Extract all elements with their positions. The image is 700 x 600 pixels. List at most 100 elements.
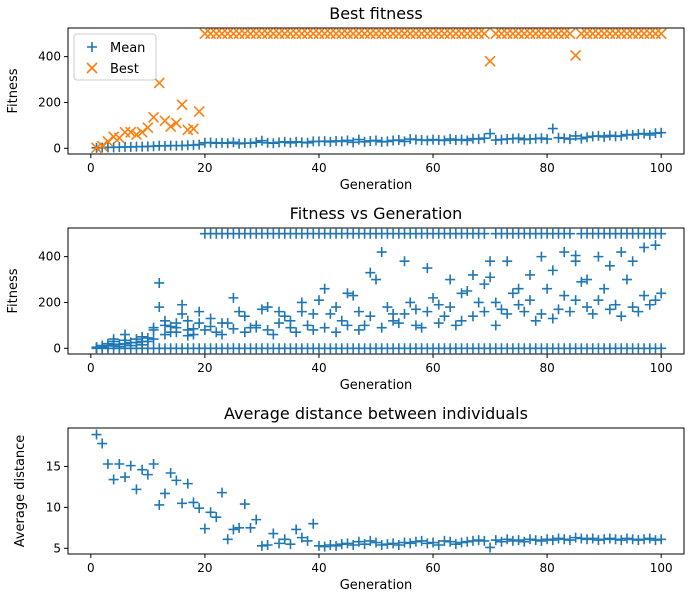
best-marker bbox=[193, 106, 205, 118]
markers bbox=[90, 28, 667, 154]
data-point-marker bbox=[137, 464, 148, 475]
data-point-marker bbox=[182, 315, 193, 326]
x-axis-label: Generation bbox=[340, 578, 413, 593]
data-point-marker bbox=[279, 311, 290, 322]
data-point-marker bbox=[308, 308, 319, 319]
data-point-marker bbox=[393, 318, 404, 329]
data-point-marker bbox=[553, 533, 564, 544]
data-point-marker bbox=[205, 313, 216, 324]
data-point-marker bbox=[513, 283, 524, 294]
data-point-marker bbox=[251, 514, 262, 525]
mean-marker bbox=[456, 134, 467, 145]
data-point-marker bbox=[137, 331, 148, 342]
data-point-marker bbox=[627, 256, 638, 267]
data-point-marker bbox=[639, 290, 650, 301]
data-point-marker bbox=[610, 534, 621, 545]
data-point-marker bbox=[473, 535, 484, 546]
data-point-marker bbox=[433, 299, 444, 310]
data-point-marker bbox=[302, 320, 313, 331]
data-point-marker bbox=[410, 304, 421, 315]
data-point-marker bbox=[256, 540, 267, 551]
data-point-marker bbox=[530, 315, 541, 326]
data-point-marker bbox=[633, 306, 644, 317]
data-point-marker bbox=[222, 534, 233, 545]
data-point-marker bbox=[291, 327, 302, 338]
best-marker bbox=[142, 122, 154, 134]
data-point-marker bbox=[416, 535, 427, 546]
data-point-marker bbox=[513, 535, 524, 546]
data-point-marker bbox=[217, 318, 227, 329]
best-marker bbox=[570, 49, 582, 62]
data-point-marker bbox=[296, 297, 307, 308]
chart-title: Fitness vs Generation bbox=[290, 204, 463, 223]
data-point-marker bbox=[428, 537, 439, 548]
data-point-marker bbox=[433, 540, 444, 550]
data-point-marker bbox=[604, 260, 615, 271]
data-point-marker bbox=[353, 536, 364, 547]
data-point-marker bbox=[547, 265, 558, 276]
data-point-marker bbox=[342, 538, 353, 549]
data-point-marker bbox=[536, 535, 547, 546]
data-point-marker bbox=[177, 308, 188, 319]
mean-marker bbox=[302, 137, 313, 148]
data-point-marker bbox=[97, 438, 108, 449]
y-tick-label: 5 bbox=[53, 541, 61, 555]
best-marker bbox=[153, 77, 165, 89]
axes-frame bbox=[67, 27, 685, 155]
data-point-marker bbox=[148, 322, 159, 333]
data-point-marker bbox=[102, 340, 113, 351]
data-point-marker bbox=[365, 535, 376, 546]
data-point-marker bbox=[262, 324, 273, 335]
data-point-marker bbox=[507, 288, 518, 299]
data-point-marker bbox=[410, 320, 421, 331]
data-point-marker bbox=[656, 288, 667, 299]
data-point-marker bbox=[194, 503, 205, 514]
data-point-marker bbox=[251, 322, 262, 333]
data-point-marker bbox=[382, 302, 393, 313]
data-point-marker bbox=[120, 472, 131, 483]
y-axis-label: Fitness bbox=[6, 68, 21, 113]
data-point-marker bbox=[274, 318, 285, 329]
best-marker bbox=[130, 128, 143, 141]
legend-label: Best bbox=[110, 62, 139, 77]
data-point-marker bbox=[154, 302, 165, 313]
mean-marker bbox=[399, 136, 410, 147]
data-point-marker bbox=[473, 297, 484, 308]
mean-marker bbox=[473, 134, 484, 145]
data-point-marker bbox=[148, 459, 159, 469]
data-point-marker bbox=[547, 313, 558, 324]
chart-panel-1: Best fitness 0 20 40 60 80 100 0 200 400 Generatio… bbox=[6, 4, 685, 193]
x-tick-label: 80 bbox=[539, 561, 554, 575]
data-point-marker bbox=[91, 429, 102, 440]
data-point-marker bbox=[365, 311, 376, 322]
data-point-marker bbox=[285, 539, 296, 550]
y-tick-label: 200 bbox=[38, 95, 61, 109]
data-point-marker bbox=[342, 288, 353, 299]
mean-marker bbox=[422, 135, 433, 146]
x-tick-label: 60 bbox=[425, 361, 440, 375]
data-point-marker bbox=[376, 322, 387, 333]
data-point-marker bbox=[159, 488, 170, 499]
mean-marker bbox=[445, 134, 456, 145]
best-marker bbox=[170, 117, 182, 129]
data-point-marker bbox=[593, 251, 604, 262]
x-tick-label: 0 bbox=[87, 161, 95, 175]
legend-mean-marker bbox=[87, 42, 97, 52]
data-point-marker bbox=[102, 459, 113, 469]
data-point-marker bbox=[165, 468, 176, 478]
data-point-marker bbox=[120, 338, 131, 349]
data-point-marker bbox=[564, 228, 575, 239]
data-point-marker bbox=[542, 283, 553, 294]
x-tick-label: 100 bbox=[650, 161, 673, 175]
data-point-marker bbox=[467, 311, 478, 322]
mean-marker bbox=[576, 133, 587, 144]
x-tick-label: 0 bbox=[87, 561, 95, 575]
data-point-marker bbox=[582, 534, 593, 545]
data-point-marker bbox=[599, 534, 610, 545]
data-point-marker bbox=[576, 533, 587, 544]
mean-marker bbox=[222, 138, 233, 149]
data-point-marker bbox=[656, 343, 667, 354]
data-point-marker bbox=[319, 541, 330, 552]
data-point-marker bbox=[177, 299, 188, 310]
data-point-marker bbox=[148, 334, 159, 345]
